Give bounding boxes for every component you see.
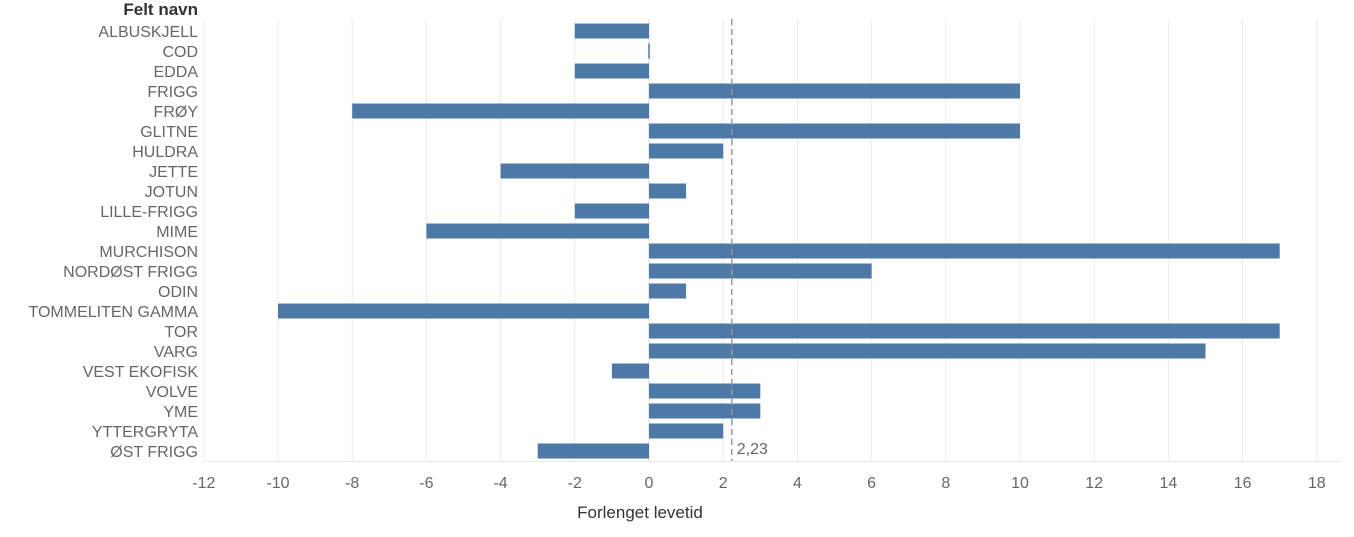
category-label: YTTERGRYTA	[92, 424, 198, 441]
category-label: ØST FRIGG	[110, 444, 198, 461]
x-tick-labels: -12 -10 -8 -6 -4 -2 0 2 4 6 8 10 12 14 16 18	[192, 475, 1326, 492]
category-label: TOR	[165, 324, 198, 341]
bar-volve[interactable]	[649, 383, 761, 399]
bar-tommeliten-gamma[interactable]	[278, 303, 649, 319]
reference-line-label: 2,23	[737, 441, 768, 458]
bar-frigg[interactable]	[649, 83, 1020, 99]
category-label: LILLE-FRIGG	[100, 204, 198, 221]
bar-mime[interactable]	[426, 223, 649, 239]
x-tick-label: 2	[719, 475, 728, 492]
bars	[278, 23, 1280, 459]
category-label: MURCHISON	[99, 244, 198, 261]
x-tick-label: 10	[1011, 475, 1029, 492]
category-label: VEST EKOFISK	[83, 364, 199, 381]
x-tick-label: 6	[867, 475, 876, 492]
bar-yme[interactable]	[649, 403, 761, 419]
bar-murchison[interactable]	[649, 243, 1280, 259]
bar-albuskjell[interactable]	[574, 23, 649, 39]
category-label: JOTUN	[145, 184, 198, 201]
category-label: VOLVE	[146, 384, 198, 401]
x-tick-label: 12	[1085, 475, 1103, 492]
x-tick-label: 4	[793, 475, 802, 492]
bar-tor[interactable]	[649, 323, 1280, 339]
x-tick-label: 18	[1308, 475, 1326, 492]
category-label: MIME	[156, 224, 198, 241]
bar-lille-frigg[interactable]	[574, 203, 649, 219]
category-label: ALBUSKJELL	[98, 24, 198, 41]
bar-glitne[interactable]	[649, 123, 1020, 139]
x-tick-label: 14	[1160, 475, 1178, 492]
bar-yttergryta[interactable]	[649, 423, 724, 439]
x-tick-label: -6	[419, 475, 433, 492]
bar-nordøst-frigg[interactable]	[649, 263, 872, 279]
x-tick-label: 0	[645, 475, 654, 492]
category-label: FRØY	[154, 104, 199, 121]
category-label: FRIGG	[147, 84, 198, 101]
x-tick-label: -12	[192, 475, 215, 492]
bar-jotun[interactable]	[649, 183, 687, 199]
x-tick-label: -8	[345, 475, 359, 492]
category-label: ODIN	[158, 284, 198, 301]
bar-edda[interactable]	[574, 63, 649, 79]
x-tick-label: -2	[568, 475, 582, 492]
category-header: Felt navn	[123, 0, 198, 19]
bar-jette[interactable]	[500, 163, 649, 179]
x-tick-label: 8	[941, 475, 950, 492]
category-label: COD	[162, 44, 198, 61]
bar-vest-ekofisk[interactable]	[611, 363, 649, 379]
category-labels: ALBUSKJELL COD EDDA FRIGG FRØY GLITNE HULDRA JE…	[29, 24, 199, 461]
category-label: NORDØST FRIGG	[63, 264, 198, 281]
category-label: GLITNE	[140, 124, 198, 141]
x-tick-label: -4	[493, 475, 507, 492]
category-label: EDDA	[154, 64, 199, 81]
x-axis-title: Forlenget levetid	[577, 503, 703, 522]
x-tick-label: -10	[266, 475, 289, 492]
category-label: VARG	[154, 344, 198, 361]
x-tick-label: 16	[1234, 475, 1252, 492]
bar-cod[interactable]	[648, 43, 650, 59]
bar-frøy[interactable]	[352, 103, 649, 119]
category-label: JETTE	[149, 164, 198, 181]
bar-huldra[interactable]	[649, 143, 724, 159]
bar-øst-frigg[interactable]	[537, 443, 649, 459]
category-label: YME	[163, 404, 198, 421]
category-label: TOMMELITEN GAMMA	[29, 304, 199, 321]
bar-odin[interactable]	[649, 283, 687, 299]
bar-varg[interactable]	[649, 343, 1206, 359]
category-label: HULDRA	[132, 144, 198, 161]
